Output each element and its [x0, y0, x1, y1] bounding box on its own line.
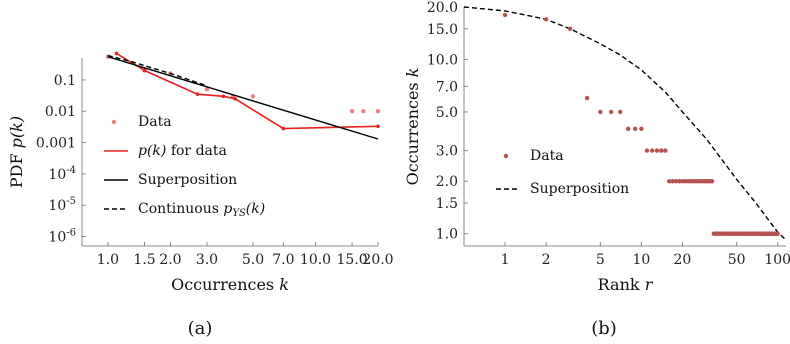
data-point	[673, 179, 679, 184]
data-point	[644, 148, 650, 153]
data-point	[654, 148, 660, 153]
data-point	[567, 26, 573, 31]
y-tick-label: 3.0	[436, 144, 458, 160]
x-tick-label: 2	[542, 252, 551, 268]
data-point	[775, 231, 780, 236]
y-tick-label: 7.0	[436, 79, 458, 95]
y-tick-label: 20.0	[427, 0, 458, 16]
x-tick-label: 7.0	[272, 252, 294, 268]
pk-marker	[221, 94, 226, 99]
x-tick-label: 10.0	[300, 252, 331, 268]
pk-marker	[114, 51, 119, 56]
data-point	[618, 109, 623, 115]
superposition-line	[463, 6, 787, 241]
x-tick-label: 1.0	[97, 252, 119, 268]
legend-label: Data	[138, 114, 172, 130]
chart-panel-b: 1 2 5 10 20 50 100 1.0 1.5 2.0 3.0 5.0 7.0 10.0 15.0 20…	[403, 0, 790, 339]
data-point	[639, 126, 644, 131]
chart-panel-a: 1.0 1.5 2.0 3.0 5.0 7.0 10.0 15.020.0 0.1 0.01 0.0…	[7, 51, 394, 339]
x-tick-label: 20.0	[362, 252, 393, 268]
data-point	[375, 109, 381, 114]
superposition-line	[107, 56, 379, 140]
data-point	[670, 179, 676, 184]
panel-label-b: (b)	[591, 318, 617, 339]
x-tick-label: 5.0	[242, 252, 264, 268]
legend-marker-data	[111, 119, 117, 125]
pk-marker	[281, 126, 286, 131]
continuous-pys-line	[107, 54, 208, 87]
x-tick-label: 20	[674, 252, 692, 268]
pk-marker	[233, 96, 237, 101]
y-tick-label: 1.0	[436, 227, 458, 243]
y-axis-label: Occurrences k	[403, 68, 422, 186]
legend-label: Data	[530, 148, 564, 164]
x-tick-label: 15.0	[336, 252, 367, 268]
y-tick-label: 2.0	[436, 174, 458, 190]
legend-label: Superposition	[530, 181, 629, 197]
pk-marker	[376, 124, 380, 129]
y-axis-label: PDF p(k)	[7, 116, 26, 188]
data-point	[204, 87, 210, 92]
y-tick-label: 5.0	[436, 105, 458, 121]
x-tick-label: 3.0	[196, 252, 218, 268]
x-axis-label: Occurrences k	[171, 275, 289, 294]
x-tick-label: 1	[501, 252, 510, 268]
data-point	[361, 109, 366, 114]
y-tick-label: 10-4	[48, 165, 76, 183]
x-tick-label: 2.0	[159, 252, 181, 268]
pk-marker	[195, 92, 200, 96]
x-tick-label: 1.5	[133, 252, 155, 268]
data-point	[598, 109, 603, 115]
legend-label: Continuous pYS(k)	[138, 201, 265, 219]
data-point	[649, 148, 655, 153]
data-point	[632, 126, 638, 131]
y-tick-label: 0.01	[45, 104, 76, 120]
x-tick-label: 50	[728, 252, 746, 268]
y-tick-label: 15.0	[427, 22, 458, 38]
x-tick-label: 100	[764, 252, 790, 268]
data-point	[709, 179, 715, 184]
legend-label: Superposition	[138, 172, 237, 188]
data-point	[502, 12, 508, 18]
y-tick-label: 1.5	[436, 196, 458, 212]
y-tick-label: 0.1	[54, 73, 76, 89]
legend-label: p(k) for data	[138, 143, 227, 159]
legend-marker-data	[503, 153, 509, 159]
panel-label-a: (a)	[188, 318, 213, 339]
x-tick-label: 10	[632, 252, 650, 268]
data-point	[584, 95, 590, 101]
data-point	[659, 148, 664, 153]
data-point	[349, 109, 355, 114]
data-point	[667, 179, 672, 184]
y-tick-label: 0.001	[36, 136, 76, 152]
data-point	[250, 94, 256, 99]
y-tick-label: 10-6	[48, 228, 76, 246]
y-tick-label: 10-5	[48, 196, 76, 214]
pk-marker	[142, 68, 147, 73]
y-tick-label: 10.0	[427, 52, 458, 68]
data-point	[663, 148, 668, 153]
data-point	[677, 179, 682, 184]
data-point	[625, 126, 631, 131]
x-tick-label: 5	[596, 252, 605, 268]
x-axis-label: Rank r	[598, 275, 654, 294]
data-point	[608, 109, 614, 115]
data-point	[543, 17, 549, 22]
